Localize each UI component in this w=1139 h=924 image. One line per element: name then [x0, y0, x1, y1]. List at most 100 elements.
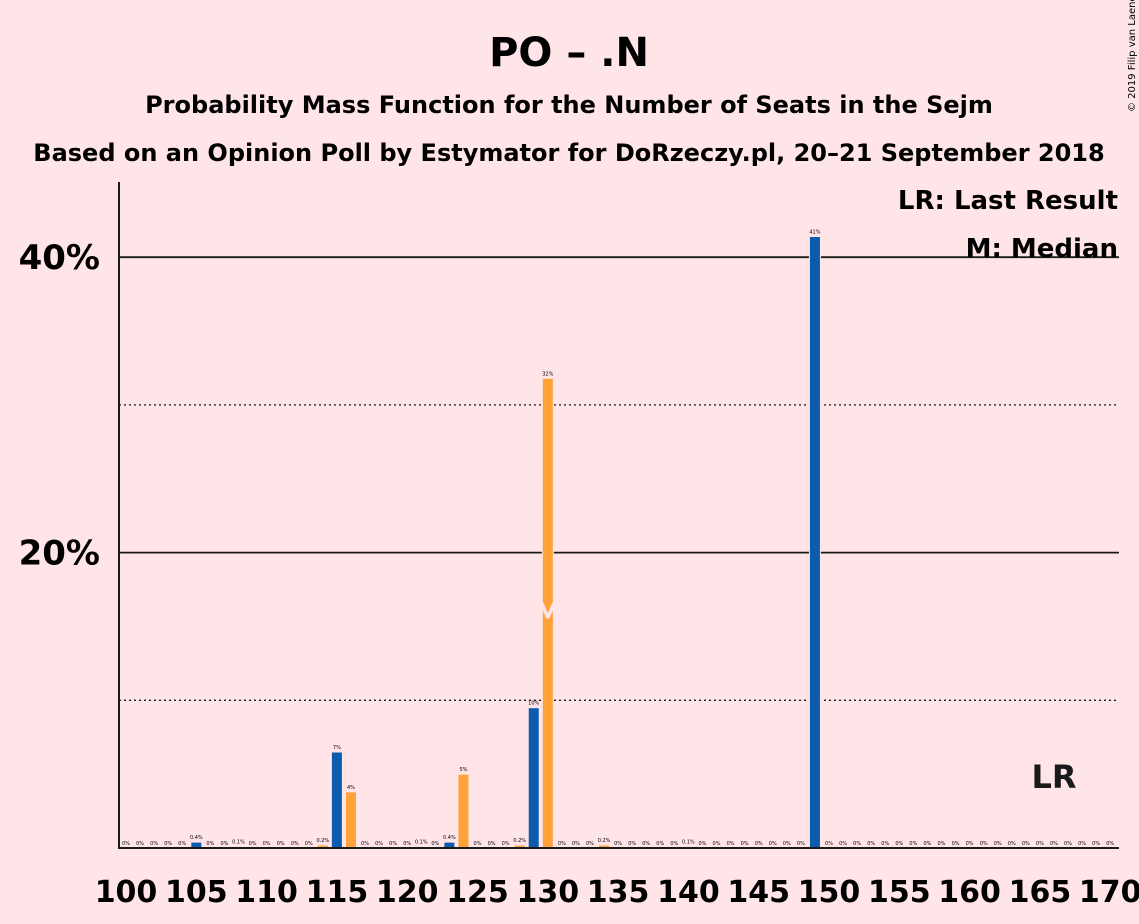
legend-last-result: LR: Last Result — [898, 186, 1118, 216]
data-label-120: 0% — [403, 841, 411, 847]
data-label-131: 0% — [558, 841, 566, 847]
data-label-121: 0.1% — [415, 840, 428, 846]
x-tick-label: 105 — [165, 875, 228, 910]
data-label-138: 0% — [656, 841, 664, 847]
data-label-170: 0% — [1106, 841, 1114, 847]
chart-subtitle: Probability Mass Function for the Number… — [145, 91, 993, 119]
data-label-169: 0% — [1092, 841, 1100, 847]
data-label-118: 0% — [375, 841, 383, 847]
data-label-117: 0% — [361, 841, 369, 847]
data-label-114: 0.2% — [316, 838, 329, 844]
data-label-134: 0.2% — [598, 838, 611, 844]
chart-markers: M LR — [535, 599, 1077, 796]
x-tick-label: 165 — [1009, 875, 1072, 910]
data-label-139: 0% — [670, 841, 678, 847]
x-tick-label: 135 — [587, 875, 650, 910]
x-tick-label: 125 — [446, 875, 509, 910]
data-label-123: 0.4% — [443, 835, 456, 841]
x-tick-label: 160 — [938, 875, 1001, 910]
data-label-154: 0% — [881, 841, 889, 847]
median-marker: M — [535, 599, 561, 629]
data-label-164: 0% — [1022, 841, 1030, 847]
data-label-148: 0% — [797, 841, 805, 847]
data-label-100: 0% — [122, 841, 130, 847]
data-label-146: 0% — [769, 841, 777, 847]
data-label-108: 0.1% — [232, 840, 245, 846]
data-label-125: 0% — [474, 841, 482, 847]
x-tick-label: 120 — [376, 875, 439, 910]
data-label-140: 0.1% — [682, 840, 695, 846]
data-label-127: 0% — [502, 841, 510, 847]
copyright-credit: © 2019 Filip van Laenen — [1127, 0, 1138, 112]
data-label-155: 0% — [895, 841, 903, 847]
data-label-150: 0% — [825, 841, 833, 847]
x-tick-label: 130 — [516, 875, 579, 910]
data-label-122: 0% — [431, 841, 439, 847]
data-label-103: 0% — [164, 841, 172, 847]
bar-116 — [344, 791, 357, 849]
data-label-112: 0% — [291, 841, 299, 847]
data-label-159: 0% — [952, 841, 960, 847]
data-label-144: 0% — [741, 841, 749, 847]
chart-title: PO – .N — [489, 30, 649, 76]
data-label-105: 0.4% — [190, 835, 203, 841]
data-label-163: 0% — [1008, 841, 1016, 847]
data-label-156: 0% — [909, 841, 917, 847]
data-label-104: 0% — [178, 841, 186, 847]
data-label-147: 0% — [783, 841, 791, 847]
data-label-136: 0% — [628, 841, 636, 847]
y-axis-ticks: 20% 40% — [19, 238, 100, 573]
bar-129 — [527, 707, 540, 849]
data-label-143: 0% — [727, 841, 735, 847]
data-label-161: 0% — [980, 841, 988, 847]
data-label-157: 0% — [923, 841, 931, 847]
data-label-119: 0% — [389, 841, 397, 847]
data-label-130: 32% — [542, 371, 553, 377]
bar-series — [190, 236, 821, 849]
data-label-111: 0% — [277, 841, 285, 847]
y-tick-label: 20% — [19, 534, 100, 574]
x-tick-label: 110 — [235, 875, 298, 910]
last-result-marker: LR — [1031, 758, 1076, 796]
data-label-106: 0% — [206, 841, 214, 847]
legend-median: M: Median — [966, 234, 1118, 264]
gridlines — [119, 256, 1119, 701]
data-label-102: 0% — [150, 841, 158, 847]
data-label-126: 0% — [488, 841, 496, 847]
data-label-151: 0% — [839, 841, 847, 847]
data-label-142: 0% — [713, 841, 721, 847]
x-tick-label: 100 — [95, 875, 158, 910]
data-label-135: 0% — [614, 841, 622, 847]
data-label-101: 0% — [136, 841, 144, 847]
data-label-129: 10% — [528, 701, 539, 707]
data-label-152: 0% — [853, 841, 861, 847]
x-tick-label: 145 — [727, 875, 790, 910]
data-label-153: 0% — [867, 841, 875, 847]
data-label-167: 0% — [1064, 841, 1072, 847]
chart-subtitle-poll: Based on an Opinion Poll by Estymator fo… — [33, 139, 1104, 167]
data-label-128: 0.2% — [513, 838, 526, 844]
x-tick-label: 140 — [657, 875, 720, 910]
bar-124 — [457, 773, 470, 849]
data-label-133: 0% — [586, 841, 594, 847]
data-labels: 0% 0% 0% 0% 0%0.4%0% 0% 0.1% 0% 0% 0% 0% 0% 0.2%7%4%… — [122, 230, 1114, 847]
y-tick-label: 40% — [19, 238, 100, 278]
data-label-141: 0% — [698, 841, 706, 847]
bar-115 — [330, 751, 343, 849]
data-label-158: 0% — [938, 841, 946, 847]
x-tick-label: 170 — [1079, 875, 1139, 910]
data-label-166: 0% — [1050, 841, 1058, 847]
data-label-113: 0% — [305, 841, 313, 847]
data-label-115: 7% — [333, 745, 341, 751]
data-label-145: 0% — [755, 841, 763, 847]
bar-149 — [808, 236, 821, 849]
x-tick-label: 150 — [798, 875, 861, 910]
data-label-160: 0% — [966, 841, 974, 847]
data-label-149: 41% — [809, 230, 820, 236]
x-tick-label: 115 — [306, 875, 369, 910]
data-label-107: 0% — [220, 841, 228, 847]
data-label-165: 0% — [1036, 841, 1044, 847]
data-label-168: 0% — [1078, 841, 1086, 847]
data-label-116: 4% — [347, 785, 355, 791]
